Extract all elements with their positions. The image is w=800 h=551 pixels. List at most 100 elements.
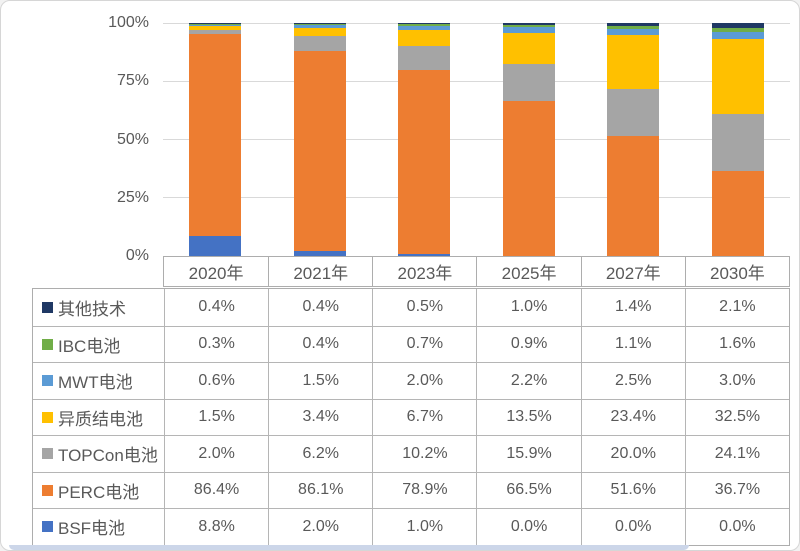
table-value-cell: 1.6% [684,325,789,362]
legend-swatch-icon [42,411,53,423]
legend-item-label: IBC电池 [58,336,121,356]
y-axis-tick-label: 0% [125,247,149,264]
table-value-cell: 1.5% [164,398,269,435]
table-value-cell: 2.5% [580,362,685,399]
table-value-cell: 2.2% [476,362,581,399]
bar-segment-BSF电池 [398,253,451,256]
bar-column-2020年 [189,23,242,256]
bar-segment-IBC电池 [189,23,242,25]
x-axis-label: 2020年 [188,264,244,283]
bar-column-2021年 [293,23,346,256]
table-value-cell: 32.5% [684,398,789,435]
table-value-cell: 0.4% [268,325,373,362]
plot-area [163,22,790,256]
bar-segment-PERC电池 [293,50,346,252]
table-value-cell: 0.0% [684,508,789,545]
x-axis-label: 2025年 [476,257,580,286]
table-row-label: 异质结电池 [33,398,164,436]
table-value-cell: 86.4% [164,471,269,508]
bar-segment-异质结电池 [711,38,764,115]
bar-segment-MWT电池 [502,27,555,33]
gridline [163,139,790,140]
table-value-cell: 2.1% [684,289,789,326]
gridline [163,80,790,82]
table-value-cell: 24.1% [684,435,789,472]
table-row-label: TOPCon电池 [33,435,164,472]
gridline [163,197,790,199]
bar-segment-IBC电池 [711,27,764,32]
legend-item-label: BSF电池 [58,519,126,539]
bar-segment-IBC电池 [398,24,451,26]
table-value-cell: 6.7% [372,398,477,435]
table-value-cell: 15.9% [476,435,581,472]
legend-item-label: 其他技术 [58,299,126,319]
legend-swatch-icon [42,521,53,533]
bar-segment-BSF电池 [293,251,346,256]
table-value-cell: 1.4% [580,289,685,326]
bar-segment-其他技术 [189,23,242,24]
table-value-cell: 0.0% [580,508,685,545]
bar-segment-异质结电池 [189,26,242,30]
table-value-cell: 0.6% [164,362,269,399]
bar-segment-其他技术 [502,23,555,26]
bar-segment-MWT电池 [711,31,764,39]
table-row-label: PERC电池 [33,471,164,509]
x-axis-label: 2030年 [684,257,789,286]
bar-segment-MWT电池 [398,25,451,31]
table-row-label: IBC电池 [33,325,164,363]
bar-segment-其他技术 [398,23,451,25]
bar-segment-其他技术 [293,23,346,24]
bar-segment-IBC电池 [607,26,660,29]
legend-item-label: MWT电池 [58,373,133,393]
bar-segment-其他技术 [711,23,764,28]
legend-item-label: 异质结电池 [58,409,143,429]
table-value-cell: 6.2% [268,435,373,472]
table-value-cell: 78.9% [372,471,477,508]
table-value-cell: 0.4% [164,289,268,326]
bar-segment-异质结电池 [293,28,346,37]
bar-segment-IBC电池 [502,25,555,28]
bar-column-2025年 [502,23,555,256]
table-value-cell: 1.5% [268,362,373,399]
bar-segment-TOPCon电池 [293,36,346,51]
x-axis-label: 2021年 [268,257,372,286]
x-axis-label: 2027年 [580,257,685,286]
table-value-cell: 0.7% [372,325,477,362]
gridline [163,22,790,24]
table-value-cell: 10.2% [372,435,477,472]
bottom-accent-strip [9,545,689,550]
x-axis-year-row: 2020年 2021年 2023年 2025年 2027年 2030年 [163,256,790,287]
bar-segment-异质结电池 [502,32,555,65]
legend-swatch-icon [42,448,53,460]
bar-column-2030年 [711,23,764,256]
bar-segment-BSF电池 [189,235,242,256]
bar-segment-PERC电池 [502,101,555,256]
table-row-label: BSF电池 [33,508,164,545]
bar-segment-MWT电池 [607,28,660,35]
table-value-cell: 0.0% [476,508,581,545]
y-axis-tick-label: 100% [108,14,149,31]
data-table: 其他技术 0.4% 0.4% 0.5% 1.0% 1.4% 2.1% IBC电池 0.3% 0.4… [32,288,790,546]
table-value-cell: 66.5% [476,471,581,508]
table-value-cell: 36.7% [684,471,789,508]
bar-segment-TOPCon电池 [711,114,764,171]
table-value-cell: 1.0% [372,508,477,545]
table-value-cell: 1.1% [580,325,685,362]
table-value-cell: 0.5% [372,289,476,326]
bar-segment-PERC电池 [398,69,451,254]
legend-item-label: TOPCon电池 [58,446,158,466]
table-value-cell: 13.5% [476,398,581,435]
table-value-cell: 8.8% [164,508,269,545]
bar-segment-异质结电池 [607,34,660,90]
bar-segment-MWT电池 [189,24,242,27]
table-value-cell: 2.0% [164,435,269,472]
legend-swatch-icon [42,301,53,313]
legend-item-label: PERC电池 [58,482,140,502]
table-value-cell: 20.0% [580,435,685,472]
bar-column-2027年 [607,23,660,256]
y-axis-tick-label: 50% [116,130,149,148]
table-value-cell: 3.0% [684,362,789,399]
bar-column-2023年 [398,23,451,256]
bar-segment-TOPCon电池 [189,29,242,35]
